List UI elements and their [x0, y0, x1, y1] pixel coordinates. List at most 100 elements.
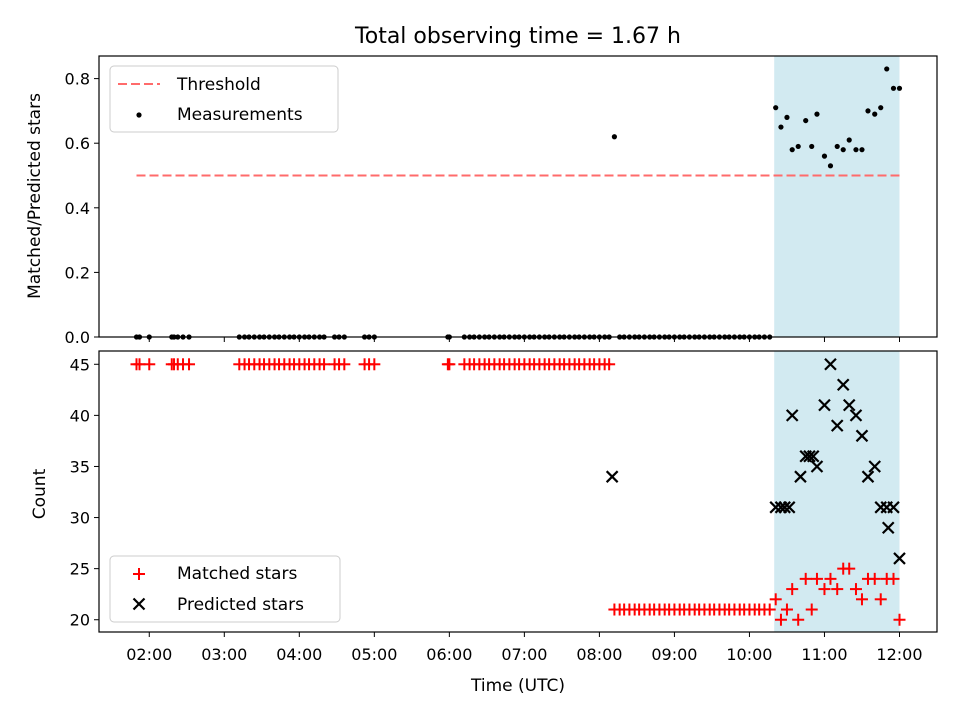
x-tick-label: 06:00 — [426, 645, 472, 664]
matched-star-point — [874, 593, 887, 606]
measurement-point — [859, 147, 865, 153]
predicted-star-point — [830, 419, 844, 432]
matched-star-point — [868, 572, 881, 585]
measurement-point — [809, 143, 815, 150]
ratio-marks — [133, 66, 903, 340]
predicted-star-point — [794, 470, 807, 483]
ratio-y-tick-label: 0.0 — [65, 328, 90, 347]
ratio-legend-box — [109, 65, 339, 133]
measurement-point — [865, 108, 871, 114]
ratio-y-axis: 0.0 0.2 0.4 0.6 0.8 — [65, 70, 99, 347]
count-y-tick-label: 25 — [70, 560, 90, 579]
predicted-star-point-b — [855, 429, 869, 443]
predicted-star-point-b — [810, 460, 824, 473]
predicted-star-point-b — [881, 521, 895, 535]
predicted-star-point-b — [806, 449, 820, 463]
x-tick-label: 02:00 — [126, 645, 172, 664]
matched-star-point — [786, 583, 799, 596]
measurement-point — [821, 153, 828, 159]
predicted-star-point-b — [824, 358, 837, 371]
count-y-tick-label: 30 — [70, 509, 90, 528]
measurements-legend-label: Measurements — [177, 105, 303, 125]
figure-title: Total observing time = 1.67 h — [354, 24, 681, 49]
count-y-tick-label: 45 — [70, 355, 90, 374]
predicted-star-point — [893, 552, 906, 565]
measurement-point — [784, 114, 790, 120]
matched-star-point — [769, 593, 782, 606]
predicted-legend-swatch — [132, 597, 146, 611]
x-axis-label: Time (UTC) — [470, 676, 565, 696]
matched-star-point — [818, 583, 831, 596]
predicted-star-point — [881, 521, 895, 535]
count-y-axis: 20 25 30 35 40 45 — [70, 355, 99, 630]
predicted-star-point — [785, 409, 799, 422]
predicted-legend-label: Predicted stars — [177, 595, 304, 615]
predicted-star-point — [605, 470, 619, 483]
predicted-star-point — [842, 398, 856, 412]
matched-star-point — [763, 603, 776, 616]
matched-star-point — [799, 572, 812, 585]
matched-star-point — [831, 583, 844, 596]
predicted-star-point — [806, 449, 820, 463]
predicted-star-point — [868, 460, 882, 473]
predicted-star-point — [782, 501, 796, 514]
predicted-star-point — [861, 470, 875, 483]
predicted-star-point-b — [794, 470, 807, 483]
predicted-star-point — [769, 501, 782, 514]
measurement-point — [795, 143, 801, 150]
count-y-axis-label: Count — [30, 468, 50, 519]
measurement-point — [834, 143, 840, 150]
measurement-point — [840, 147, 846, 153]
predicted-star-point-b — [842, 398, 856, 412]
ratio-panel-frame — [98, 55, 938, 338]
matched-star-point — [780, 603, 793, 616]
measurement-point — [890, 85, 897, 91]
count-panel-frame — [98, 350, 938, 633]
x-tick-label: 10:00 — [726, 645, 772, 664]
measurement-point — [846, 137, 852, 143]
x-tick-label: 07:00 — [501, 645, 547, 664]
count-marks — [130, 358, 906, 626]
predicted-star-point — [818, 398, 831, 412]
matched-star-point — [183, 358, 196, 371]
predicted-star-point-b — [893, 552, 906, 565]
predicted-star-point-b — [887, 501, 900, 514]
matched-star-point — [143, 358, 156, 371]
threshold-legend-label: Threshold — [176, 75, 261, 95]
x-tick-label: 05:00 — [351, 645, 397, 664]
measurement-point — [827, 163, 834, 169]
matched-star-point — [792, 613, 805, 626]
count-panel: 20 25 30 35 40 45 02:00 03:00 04:00 05:00 06:00 07… — [30, 350, 938, 696]
predicted-star-point — [803, 449, 816, 463]
ratio-panel: 0.00.20.40.60.8 Matched/Predicted stars … — [25, 55, 938, 347]
predicted-star-point-b — [836, 378, 850, 391]
matched-star-point — [887, 572, 900, 585]
count-y-tick-label: 40 — [70, 406, 90, 425]
predicted-star-point — [810, 460, 824, 473]
ratio-x-ticks — [148, 337, 900, 342]
predicted-star-point — [778, 501, 791, 514]
ratio-shaded-interval — [774, 56, 900, 337]
x-tick-label: 11:00 — [801, 645, 847, 664]
measurement-point — [884, 66, 890, 72]
measurement-point — [773, 105, 779, 111]
predicted-star-point — [887, 501, 900, 514]
measurement-point — [853, 147, 859, 153]
count-y-tick-label: 35 — [70, 457, 90, 476]
matched-legend-swatch — [133, 568, 145, 580]
x-tick-label: 04:00 — [276, 645, 322, 664]
measurement-point — [611, 134, 618, 140]
matched-legend-label: Matched stars — [177, 564, 297, 584]
x-tick-label: 12:00 — [876, 645, 922, 664]
matched-legend-marker — [133, 568, 145, 580]
ratio-y-tick-label: 0.2 — [65, 263, 90, 282]
matched-star-point — [318, 358, 331, 371]
ratio-y-tick-label: 0.4 — [65, 199, 90, 218]
predicted-star-point-b — [778, 501, 791, 514]
predicted-star-point — [849, 409, 863, 422]
x-tick-label: 03:00 — [201, 645, 247, 664]
predicted-star-point-b — [849, 409, 863, 422]
measurement-point — [803, 117, 809, 124]
predicted-legend-marker — [132, 597, 146, 611]
matched-star-point — [893, 613, 906, 626]
